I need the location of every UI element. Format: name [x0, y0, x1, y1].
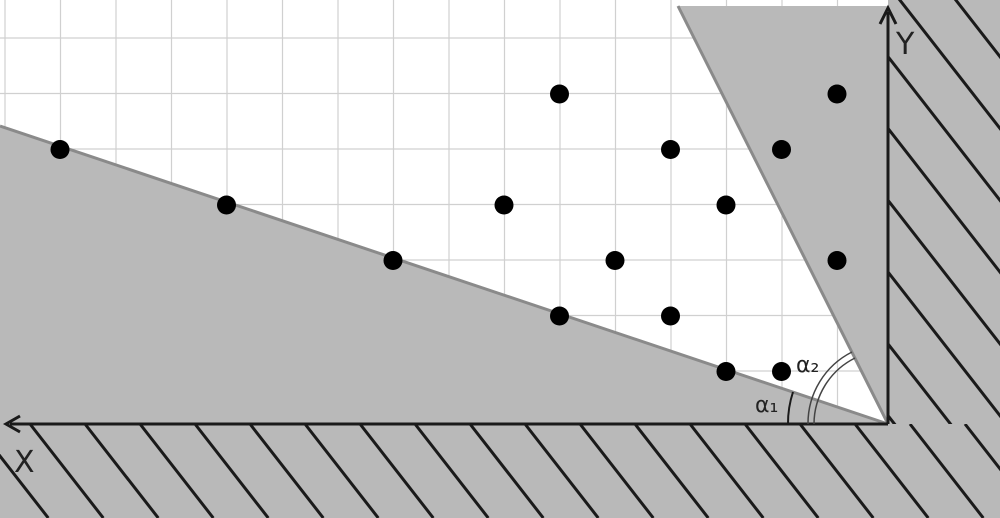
- hatch-line: [853, 424, 930, 518]
- hatch-line: [688, 424, 765, 518]
- hatch-line: [963, 424, 1000, 472]
- lower-boundary-ray: [0, 124, 889, 426]
- hatch-line: [138, 424, 215, 518]
- y-axis-arrow: [878, 4, 898, 25]
- hatch-line: [798, 424, 875, 518]
- hatch-line: [83, 424, 160, 518]
- lattice-points: [50, 84, 847, 381]
- alpha1-label: α₁: [755, 393, 778, 418]
- lattice-point: [661, 140, 680, 159]
- lattice-point: [605, 251, 625, 270]
- hatch-line: [28, 424, 105, 518]
- alpha1-arc: [786, 391, 794, 425]
- lattice-point: [383, 251, 403, 270]
- lattice-point: [772, 140, 791, 159]
- hatch-line: [303, 424, 380, 518]
- lattice-point: [550, 306, 569, 326]
- x-axis-arrow: [2, 414, 21, 434]
- hatch-line: [888, 341, 953, 424]
- hatch-line: [578, 424, 655, 518]
- lattice-point: [494, 195, 514, 215]
- hatch-line: [888, 54, 1000, 203]
- hatch-line: [888, 197, 1000, 347]
- lattice-point: [661, 306, 680, 326]
- lattice-point: [827, 84, 847, 104]
- hatch-line: [0, 453, 50, 518]
- bottom-hatched-zone: [0, 424, 1000, 518]
- hatch-line: [743, 424, 820, 518]
- alpha2-arc-outer: [807, 351, 853, 425]
- alpha2-label: α₂: [796, 353, 819, 378]
- right-hatched-zone: [888, 0, 1000, 424]
- hatch-line: [888, 269, 1000, 419]
- hatch-line: [908, 424, 985, 518]
- hatch-line: [888, 126, 1000, 275]
- lattice-point: [827, 251, 847, 270]
- lattice-point: [772, 362, 791, 381]
- alpha2-arc-inner: [813, 357, 856, 425]
- hatch-line: [897, 0, 1000, 131]
- lattice-point: [550, 84, 569, 104]
- y-axis-label: Y: [895, 27, 915, 62]
- x-axis-label: X: [14, 445, 35, 480]
- hatch-line: [523, 424, 600, 518]
- hatch-line: [248, 424, 325, 518]
- hatch-line: [358, 424, 435, 518]
- hatch-line: [633, 424, 710, 518]
- lattice-point: [716, 195, 736, 215]
- hatch-line: [413, 424, 490, 518]
- lattice-point: [50, 140, 70, 159]
- lattice-point: [716, 362, 736, 381]
- upper-boundary-ray: [676, 5, 890, 425]
- lattice-point: [217, 195, 236, 215]
- hatch-line: [193, 424, 270, 518]
- hatch-line: [468, 424, 545, 518]
